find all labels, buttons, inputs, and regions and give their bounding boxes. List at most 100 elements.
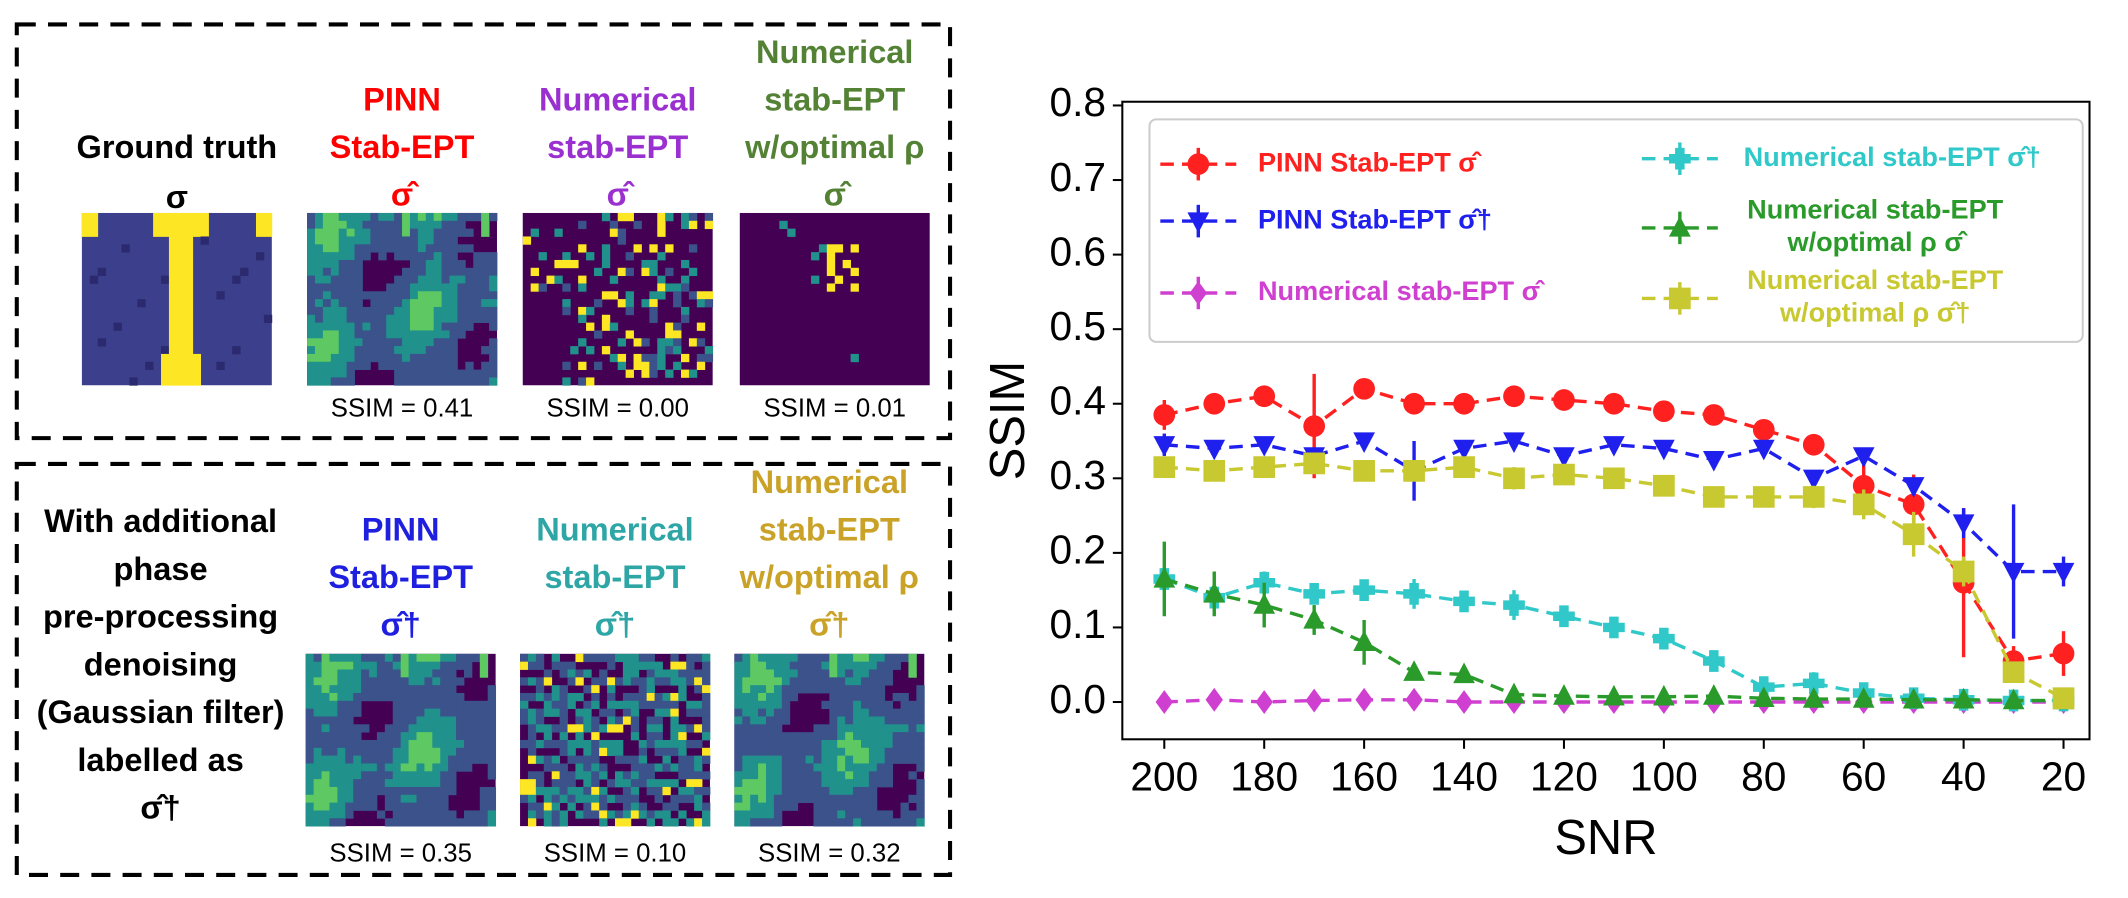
heatmap-cell (908, 661, 917, 670)
heatmap-cell (702, 685, 711, 694)
heatmap-cell (781, 771, 791, 780)
heatmap-cell (378, 330, 387, 339)
heatmap-cell (575, 708, 584, 717)
heatmap-cell (884, 747, 894, 757)
heatmap-cell (829, 669, 838, 678)
heatmap-cell (192, 353, 201, 363)
heatmap-cell (821, 677, 830, 686)
heatmap-cell (479, 802, 489, 811)
marker (1303, 583, 1326, 605)
heatmap-cell (416, 739, 425, 749)
heatmap-cell (314, 377, 324, 386)
heatmap-cell (168, 346, 178, 355)
heatmap-cell (370, 338, 379, 347)
heatmap-cell (607, 685, 616, 694)
heatmap-cell (322, 377, 332, 386)
heatmap-cell (758, 661, 767, 670)
heatmap-cell (742, 708, 751, 717)
heatmap-cell (362, 314, 371, 324)
heatmap-cell (370, 236, 379, 245)
heatmap-cell (441, 361, 450, 370)
heatmap-cell (892, 818, 901, 827)
heatmap-cell (376, 779, 386, 788)
heatmap-cell (853, 716, 862, 725)
heatmap-cell (704, 220, 714, 230)
heatmap-cell (441, 228, 450, 237)
heatmap-cell (392, 732, 402, 741)
heatmap-cell (487, 794, 497, 804)
heatmap-cell (622, 692, 632, 702)
heatmap-cell (168, 299, 178, 308)
heatmap-cell (638, 700, 648, 710)
heatmap-cell (829, 661, 838, 670)
heatmap-cell (876, 708, 886, 717)
heatmap-cell (322, 338, 332, 347)
heatmap-cell (433, 330, 443, 339)
heatmap-cell (417, 330, 427, 339)
heatmap-cell (321, 708, 330, 717)
heatmap-cell (346, 314, 355, 324)
heatmap-cell (686, 779, 695, 788)
heatmap-cell (908, 810, 917, 819)
heatmap-cell (322, 244, 332, 253)
heatmap-cell (622, 661, 632, 670)
heatmap-cell (330, 322, 340, 331)
panel-title: σ (166, 179, 188, 215)
heatmap-cell (330, 291, 340, 300)
heatmap-cell (402, 306, 411, 316)
heatmap-cell (868, 708, 878, 717)
heatmap-cell (394, 220, 403, 230)
marker (1603, 392, 1625, 415)
heatmap-cell (654, 779, 663, 788)
heatmap-cell (845, 724, 854, 733)
heatmap-cell (305, 747, 315, 757)
heatmap-cell (607, 747, 616, 757)
heatmap-cell (821, 739, 830, 749)
heatmap-cell (551, 794, 561, 804)
heatmap-cell (305, 661, 315, 670)
heatmap-cell (314, 306, 324, 316)
heatmap-cell (416, 779, 425, 788)
x-tick-label: 180 (1230, 754, 1298, 800)
heatmap-cell (184, 252, 194, 261)
heatmap-cell (559, 810, 568, 819)
heatmap-cell (378, 346, 387, 355)
heatmap-cell (876, 716, 886, 725)
heatmap-cell (479, 786, 489, 796)
heatmap-cell (330, 314, 340, 324)
heatmap-cell (860, 708, 870, 717)
heatmap-cell (657, 220, 666, 230)
heatmap-cell (176, 314, 186, 324)
heatmap-cell (633, 220, 642, 230)
heatmap-cell (184, 369, 194, 378)
heatmap-cell (599, 653, 608, 663)
heatmap-cell (329, 763, 338, 772)
heatmap-cell (742, 669, 751, 678)
heatmap-cell (665, 212, 674, 222)
heatmap-cell (670, 802, 679, 811)
heatmap-cell (688, 338, 698, 347)
heatmap-cell (646, 771, 655, 780)
heatmap-cell (487, 818, 497, 827)
heatmap-cell (617, 361, 627, 370)
heatmap-cell (797, 794, 806, 804)
heatmap-cell (868, 653, 878, 663)
heatmap-cell (400, 747, 409, 757)
heatmap-cell (441, 346, 450, 355)
heatmap-cell (449, 291, 458, 300)
heatmap-cell (489, 267, 498, 277)
heatmap-cell (345, 661, 354, 670)
heatmap-cell (742, 677, 751, 686)
heatmap-cell (441, 283, 450, 292)
heatmap-cell (330, 377, 340, 386)
heatmap-cell (330, 338, 340, 347)
heatmap-cell (441, 236, 450, 245)
heatmap-cell (489, 322, 498, 331)
marker (1403, 583, 1425, 605)
heatmap-cell (329, 708, 338, 717)
heatmap-cell (670, 779, 679, 788)
heatmap-cell (892, 708, 901, 717)
heatmap-cell (329, 755, 338, 764)
heatmap-cell (657, 361, 666, 370)
heatmap-cell (314, 275, 324, 284)
